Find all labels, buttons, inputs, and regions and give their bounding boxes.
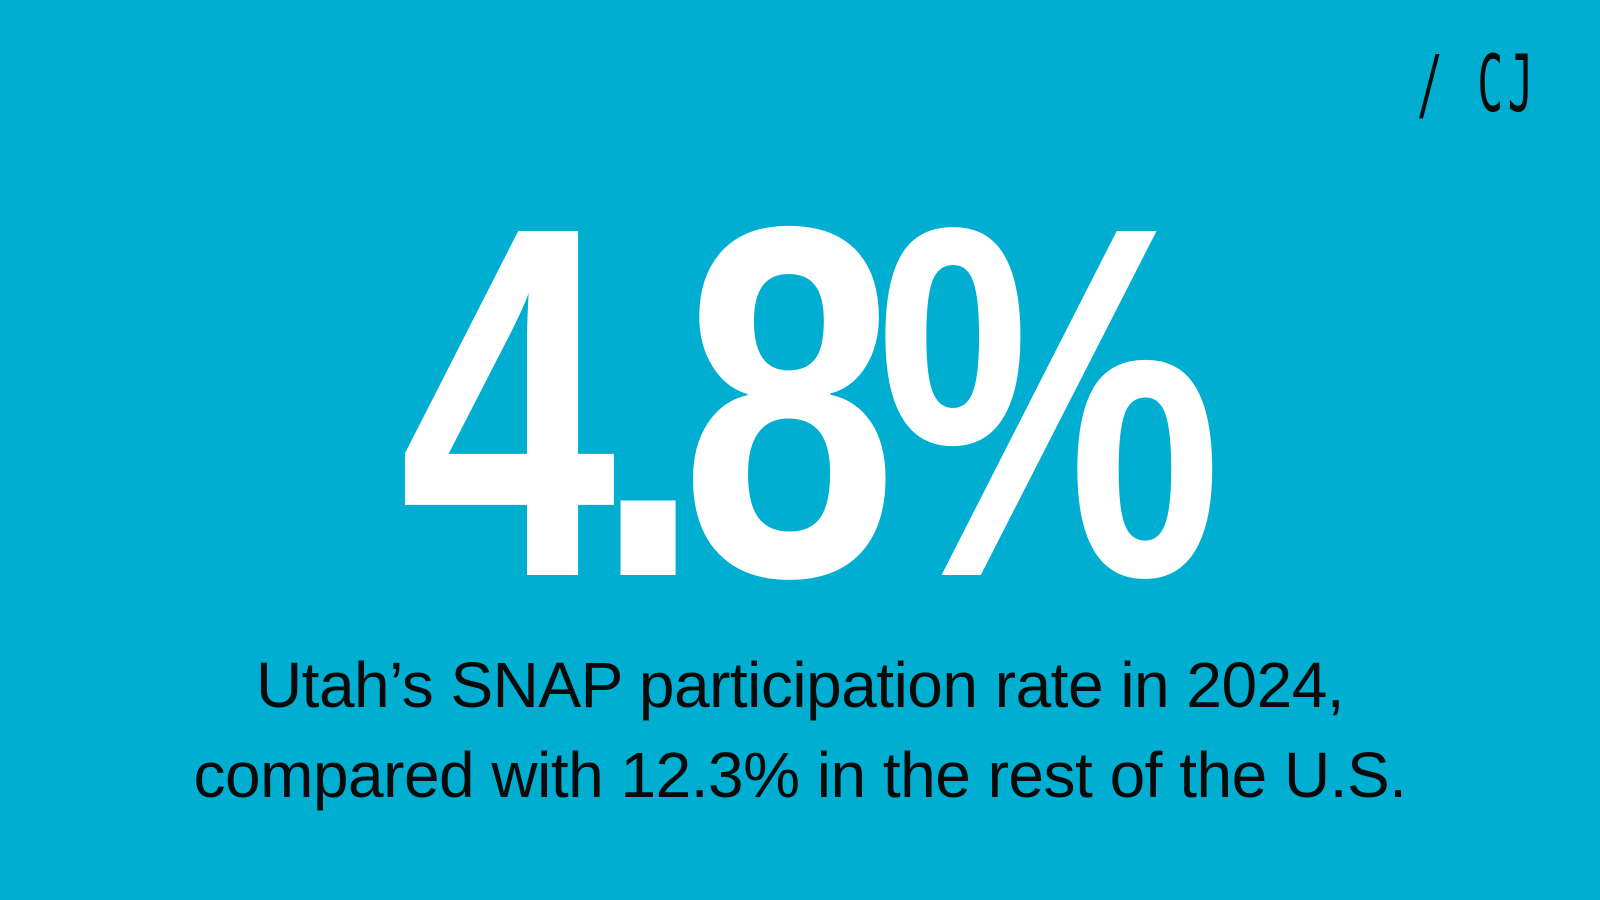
caption-line-1: Utah’s SNAP participation rate in 2024, (255, 649, 1345, 721)
headline-stat: 4.8% (0, 152, 1600, 652)
caption: Utah’s SNAP participation rate in 2024, … (0, 640, 1600, 820)
logo: / CJ (1417, 40, 1538, 130)
stat-value: 4.8% (399, 122, 1222, 681)
caption-line-2: compared with 12.3% in the rest of the U… (193, 739, 1407, 811)
